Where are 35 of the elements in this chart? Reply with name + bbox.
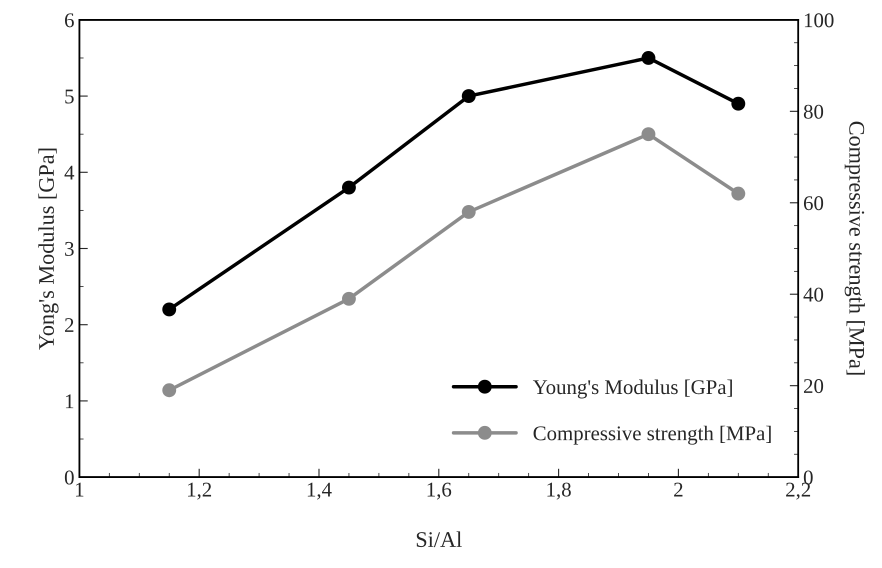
x-tick-label: 1,6 [428,482,452,500]
y-tick-label: 2 [65,318,74,332]
point [462,89,476,104]
x-tick-label: 2,2 [786,482,810,500]
legend-label: Young's Modulus [GPa] [532,380,732,398]
y-tick-label: 0 [64,470,74,485]
y2-tick-label: 60 [804,196,824,210]
point [162,302,176,316]
y-tick-label: 6 [64,13,74,28]
y2-tick-label: 20 [804,379,824,394]
y2-tick-label: 40 [803,288,824,302]
point [642,127,656,142]
x-tick-label: 1 [76,482,84,496]
y-tick-label: 4 [64,166,74,180]
x-tick-label: 2 [674,482,682,496]
y-tick-label: 1 [66,394,74,408]
point [731,186,746,201]
x-tick-label: 1,4 [308,482,332,500]
y-tick-label: 3 [65,242,74,256]
point [162,383,176,398]
x-axis-title: Si/Al [416,531,462,548]
y2-axis-title: Compressive strength [MPa] [844,122,865,375]
y2-tick-label: 0 [804,470,813,485]
point [342,180,356,194]
point [462,204,476,219]
y-axis-title: Yong's Modulus [GPa] [38,148,59,350]
point [642,51,656,65]
legend-label: Compressive strength [MPa] [534,426,771,445]
point [731,96,746,111]
y2-tick-label: 80 [804,104,824,119]
y2-tick-label: 100 [804,13,834,28]
x-tick-label: 1,2 [188,482,212,500]
point [342,292,356,306]
y-tick-label: 5 [65,90,74,104]
x-tick-label: 1,8 [547,482,571,500]
